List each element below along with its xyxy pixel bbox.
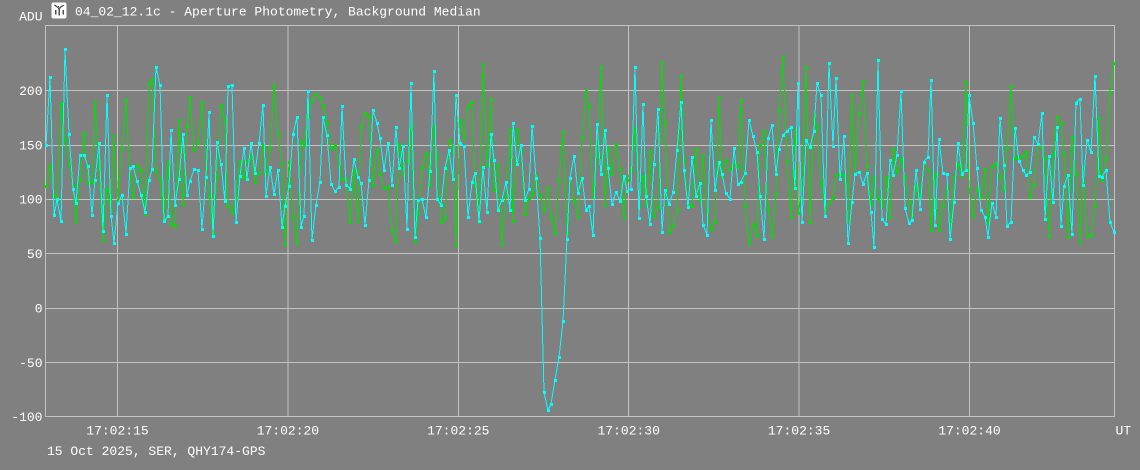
svg-text:50: 50 <box>27 247 43 262</box>
svg-text:100: 100 <box>19 193 42 208</box>
svg-text:-50: -50 <box>19 356 42 371</box>
svg-text:0: 0 <box>35 302 43 317</box>
svg-text:17:02:30: 17:02:30 <box>597 424 659 439</box>
svg-text:17:02:35: 17:02:35 <box>768 424 830 439</box>
svg-text:17:02:15: 17:02:15 <box>86 424 148 439</box>
svg-text:ADU: ADU <box>19 10 42 25</box>
svg-text:200: 200 <box>19 84 42 99</box>
svg-text:17:02:25: 17:02:25 <box>427 424 489 439</box>
svg-text:15 Oct 2025, SER, QHY174-GPS: 15 Oct 2025, SER, QHY174-GPS <box>47 444 266 459</box>
svg-text:17:02:20: 17:02:20 <box>257 424 319 439</box>
svg-text:UT: UT <box>1116 424 1132 439</box>
svg-text:150: 150 <box>19 138 42 153</box>
svg-text:04_02_12.1c - Aperture Photome: 04_02_12.1c - Aperture Photometry, Backg… <box>75 5 481 20</box>
svg-text:17:02:40: 17:02:40 <box>938 424 1000 439</box>
svg-text:-100: -100 <box>11 410 42 425</box>
